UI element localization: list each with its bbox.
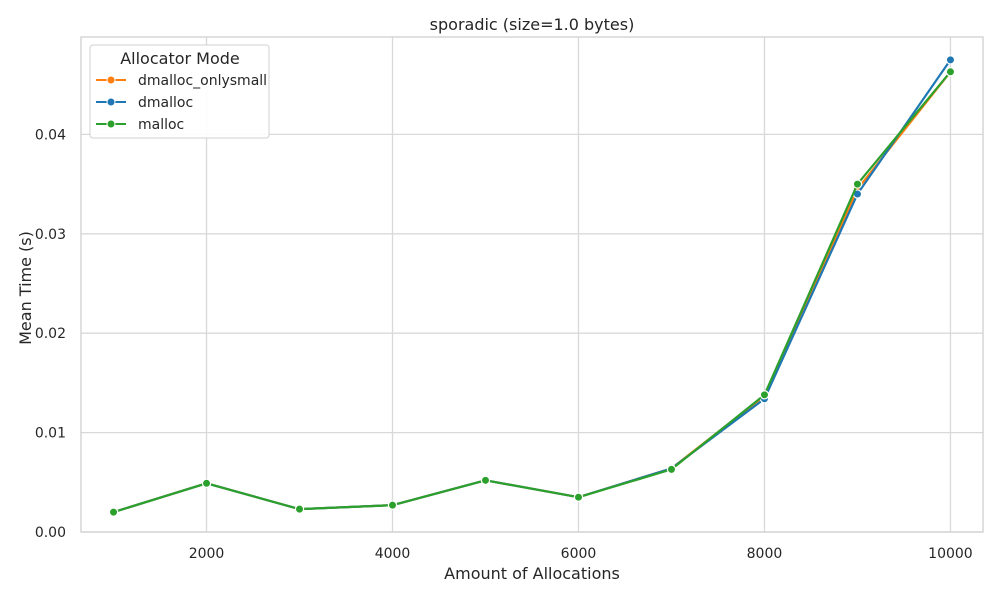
- y-tick-label: 0.02: [35, 326, 66, 342]
- x-tick-label: 10000: [928, 546, 973, 562]
- data-point: [759, 390, 770, 400]
- legend-label: malloc: [138, 117, 184, 133]
- x-axis-label: Amount of Allocations: [444, 564, 620, 583]
- y-tick-label: 0.01: [35, 426, 66, 442]
- legend-marker: [106, 97, 116, 107]
- legend-label: dmalloc: [138, 95, 193, 111]
- series-layer: [108, 55, 956, 517]
- legend-box: [89, 44, 270, 139]
- data-point: [852, 179, 863, 189]
- data-point: [945, 55, 956, 65]
- y-axis-label: Mean Time (s): [16, 231, 35, 345]
- plot-frame: [80, 36, 984, 533]
- y-tick-label: 0.04: [35, 127, 66, 143]
- data-point: [945, 67, 956, 77]
- data-point: [573, 492, 584, 502]
- data-point: [294, 504, 305, 514]
- legend-label: dmalloc_onlysmall: [138, 73, 267, 89]
- y-tick-label: 0.00: [35, 525, 66, 541]
- x-tick-label: 6000: [561, 546, 597, 562]
- x-tick-label: 4000: [375, 546, 411, 562]
- axis-ticks: 2000 4000 6000 8000 10000 0.00 0.01 0.02 0.03 0.0…: [35, 127, 973, 562]
- legend-marker: [106, 119, 116, 129]
- data-point: [480, 475, 491, 486]
- data-point: [108, 507, 119, 517]
- x-tick-label: 2000: [189, 546, 225, 562]
- data-point: [666, 464, 677, 475]
- chart-title: sporadic (size=1.0 bytes): [430, 15, 635, 34]
- series-line: [112, 70, 952, 514]
- data-point: [201, 478, 212, 488]
- legend-title: Allocator Mode: [120, 49, 240, 68]
- x-tick-label: 8000: [747, 546, 783, 562]
- legend-marker: [106, 75, 116, 85]
- data-point: [387, 500, 398, 510]
- series-malloc: [108, 67, 956, 517]
- y-tick-label: 0.03: [35, 227, 66, 243]
